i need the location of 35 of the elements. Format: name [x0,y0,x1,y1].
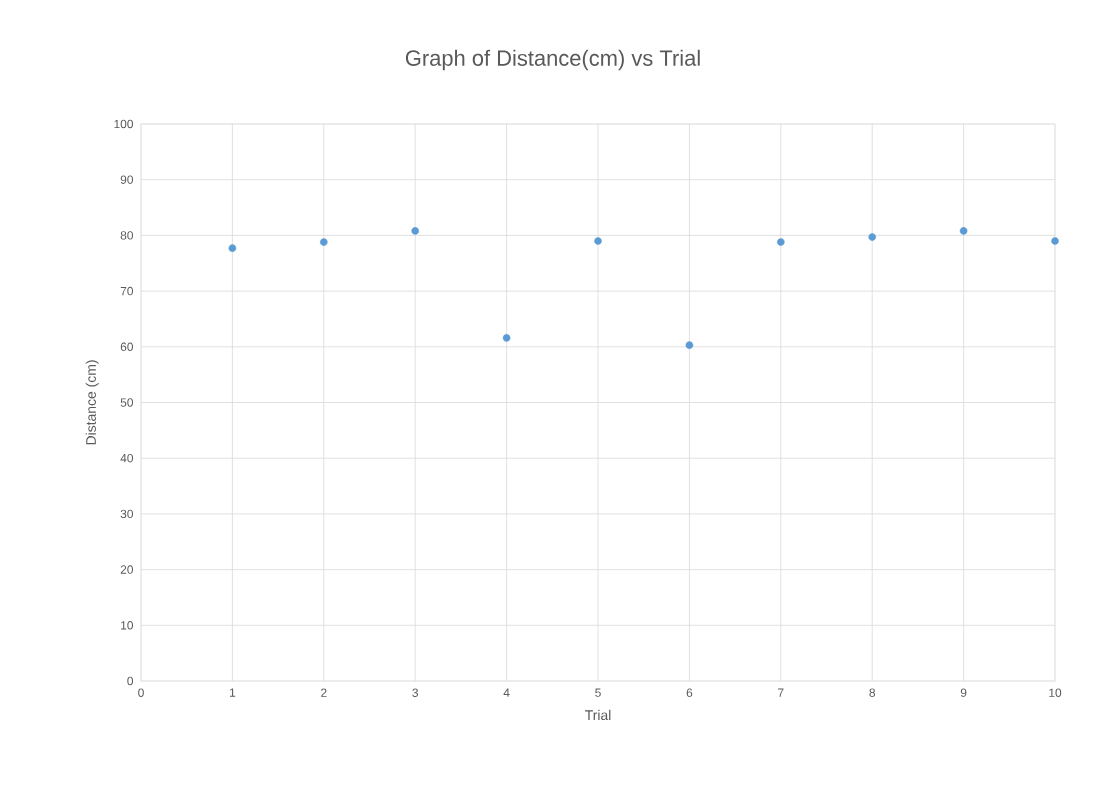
point [594,237,602,245]
x-tick-label: 9 [960,688,967,697]
point [777,238,785,246]
y-tick-label: 40 [120,453,134,463]
point [502,334,511,342]
point [320,238,328,246]
y-tick-label: 20 [120,565,134,574]
x-tick-label: 1 [229,688,236,697]
y-axis-title: Distance (cm) [85,360,99,445]
y-tick-label: 50 [120,398,134,407]
point [685,341,694,349]
y-tick-label: 100 [114,119,134,129]
x-tick-label: 4 [503,688,510,697]
x-axis-title: Trial [585,709,611,721]
x-tick-label: 2 [321,688,327,697]
y-tick-label: 0 [127,676,134,686]
x-tick-label: 0 [138,688,144,697]
y-tick-label: 70 [120,286,134,296]
x-tick-label: 6 [686,688,693,697]
point [1051,237,1059,245]
y-tick-label: 60 [120,342,134,352]
point [868,233,876,241]
point [959,227,968,235]
x-tick-label: 10 [1049,688,1062,697]
x-tick-label: 3 [412,688,419,697]
x-tick-label: 7 [778,688,784,697]
point [228,244,237,252]
y-tick-label: 80 [120,231,134,240]
x-tick-label: 5 [595,688,601,697]
y-tick-label: 10 [121,621,134,630]
x-tick-label: 8 [869,688,876,697]
y-tick-label: 90 [120,175,134,184]
chart-title: Graph of Distance(cm) vs Trial [405,49,700,71]
y-tick-label: 30 [120,509,134,519]
point [411,227,419,235]
